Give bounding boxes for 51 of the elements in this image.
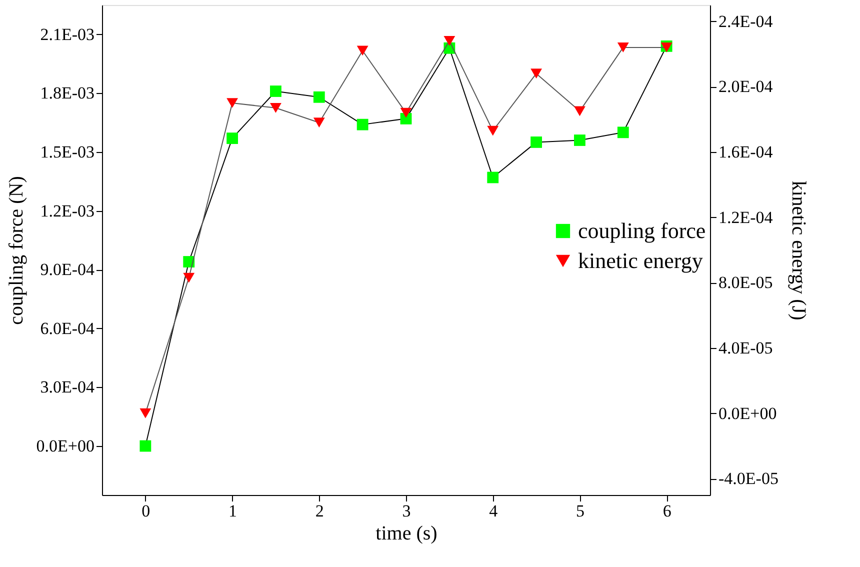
- point: [530, 136, 542, 148]
- point: [356, 46, 368, 56]
- y-tick-label: 0.0E+00: [36, 436, 94, 456]
- y-tick-label: 9.0E-04: [40, 260, 95, 280]
- x-tick-label: 2: [315, 502, 324, 520]
- y2-axis-title: kinetic energy (J): [787, 180, 810, 320]
- x-tick-label: 5: [576, 502, 584, 520]
- y2-tick-label: -4.0E-05: [718, 469, 778, 488]
- y-tick-label: 1.8E-03: [40, 84, 94, 103]
- y-tick-label: 1.5E-03: [40, 142, 94, 162]
- y2-tick-label: 0.0E+00: [718, 404, 777, 423]
- point: [574, 134, 586, 146]
- x-tick-label: 1: [228, 502, 238, 520]
- x-tick-label: 3: [402, 502, 411, 520]
- legend-label: coupling force: [578, 218, 706, 243]
- legend-label: kinetic energy: [578, 248, 703, 273]
- y2-tick-label: 1.6E-04: [718, 142, 774, 162]
- point: [574, 106, 586, 116]
- point: [270, 102, 282, 113]
- y-tick-label: 1.2E-03: [40, 201, 94, 220]
- point: [270, 86, 282, 97]
- point: [226, 98, 238, 108]
- y-axis-title: coupling force (N): [5, 176, 28, 325]
- point: [617, 42, 629, 52]
- point: [530, 68, 542, 79]
- point: [313, 91, 325, 103]
- x-axis-title: time (s): [376, 522, 438, 544]
- point: [400, 108, 412, 118]
- point: [183, 256, 195, 268]
- point: [617, 126, 629, 138]
- point: [140, 440, 152, 452]
- point: [183, 272, 195, 283]
- y2-tick-label: 8.0E-05: [718, 273, 773, 292]
- y-tick-label: 3.0E-04: [40, 378, 95, 397]
- y-tick-label: 6.0E-04: [40, 318, 95, 338]
- point: [313, 118, 325, 128]
- y2-tick-label: 2.4E-04: [718, 12, 774, 31]
- x-tick-label: 4: [489, 502, 498, 520]
- y2-tick-label: 2.0E-04: [718, 77, 774, 96]
- point: [140, 408, 152, 418]
- point: [487, 126, 499, 136]
- point: [356, 118, 368, 130]
- point: [487, 172, 499, 184]
- y-tick-label: 2.1E-03: [40, 24, 94, 44]
- point: [444, 36, 456, 46]
- y2-tick-label: 4.0E-05: [718, 338, 773, 358]
- point: [226, 132, 238, 144]
- point: [660, 42, 672, 52]
- x-tick-label: 0: [142, 502, 150, 520]
- x-tick-label: 6: [662, 502, 672, 520]
- y2-tick-label: 1.2E-04: [718, 208, 774, 227]
